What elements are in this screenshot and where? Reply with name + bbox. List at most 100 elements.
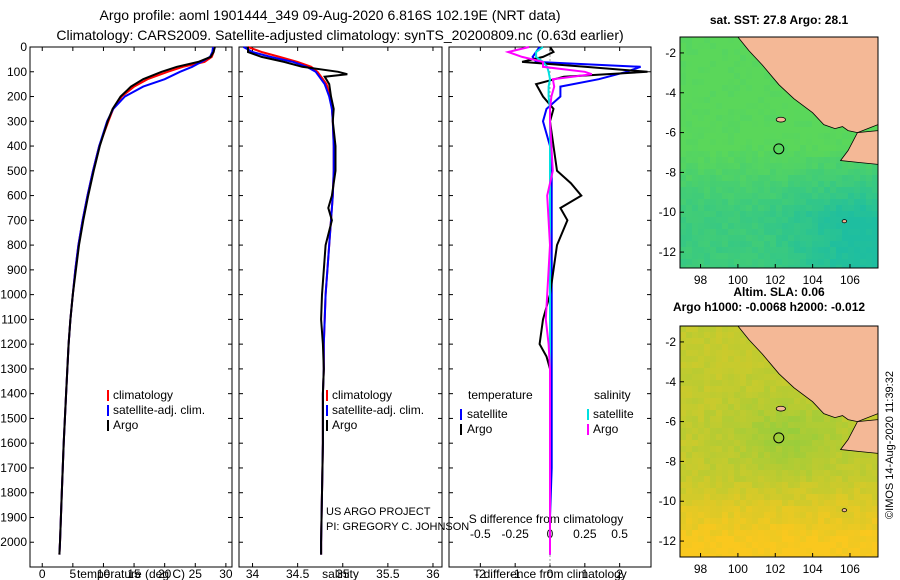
map-cell [842,458,848,464]
map-cell [836,247,842,253]
map-cell [704,55,710,61]
map-cell [722,554,728,557]
map-cell [842,253,848,259]
map-cell [704,398,710,404]
map-cell [764,151,770,157]
map-cell [758,211,764,217]
map-cell [806,163,812,169]
map-cell [752,392,758,398]
map-cell [692,97,698,103]
map-cell [740,151,746,157]
map-cell [686,392,692,398]
map-cell [716,518,722,524]
map-cell [692,530,698,536]
map-cell [728,79,734,85]
map-cell [830,139,836,145]
map-cell [842,133,848,139]
map-cell [752,235,758,241]
map-cell [686,67,692,73]
map-cell [728,440,734,446]
map-cell [842,536,848,542]
map-cell [686,199,692,205]
map-cell [848,422,854,428]
map-cell [710,61,716,67]
map-cell [770,205,776,211]
map-cell [746,398,752,404]
map-cell [752,133,758,139]
map-cell [692,488,698,494]
map-cell [872,518,878,524]
map-cell [800,452,806,458]
map-cell [782,440,788,446]
map-cell [722,73,728,79]
map-cell [782,536,788,542]
map-cell [740,536,746,542]
map-cell [788,548,794,554]
map-cell [836,464,842,470]
map-cell [740,163,746,169]
map-cell [782,109,788,115]
map-cell [752,109,758,115]
map-cell [830,428,836,434]
map-cell [752,494,758,500]
map-cell [746,85,752,91]
map-cell [698,247,704,253]
map-cell [686,253,692,259]
map-cell [860,500,866,506]
x-axis-label: T difference from climatology [473,567,627,580]
x-axis-label: salinity [322,567,359,580]
map-cell [686,43,692,49]
y-tick-label: 800 [7,238,27,252]
map-cell [686,247,692,253]
map-cell [686,85,692,91]
map-cell [848,488,854,494]
map-cell [818,217,824,223]
map-cell [764,374,770,380]
map-cell [698,476,704,482]
map-cell [800,175,806,181]
map-cell [758,488,764,494]
map-cell [758,97,764,103]
map-cell [710,127,716,133]
map-cell [686,193,692,199]
map-cell [806,542,812,548]
map-cell [776,554,782,557]
map-cell [716,380,722,386]
map-cell [764,247,770,253]
map-cell [872,169,878,175]
map-cell [722,536,728,542]
map-cell [728,512,734,518]
map-cell [866,518,872,524]
map-cell [728,115,734,121]
map-cell [734,205,740,211]
map-cell [698,211,704,217]
map-cell [860,524,866,530]
map-cell [782,169,788,175]
map-cell [704,452,710,458]
y-tick-label: 1100 [1,312,27,326]
series-line-argo [58,46,216,555]
map-cell [740,199,746,205]
map-cell [848,482,854,488]
map-cell [728,67,734,73]
map-cell [842,530,848,536]
map-cell [806,404,812,410]
map-cell [740,386,746,392]
map-cell [842,235,848,241]
map-cell [698,332,704,338]
map-cell [758,145,764,151]
map-cell [782,554,788,557]
x-tick-label: 0 [39,567,46,580]
map-cell [770,380,776,386]
map-cell [746,404,752,410]
map-cell [794,542,800,548]
map-cell [746,253,752,259]
map-cell [776,536,782,542]
map-cell [830,488,836,494]
map-cell [782,500,788,506]
map-cell [740,211,746,217]
map-cell [680,470,686,476]
map-cell [704,506,710,512]
map-cell [824,422,830,428]
